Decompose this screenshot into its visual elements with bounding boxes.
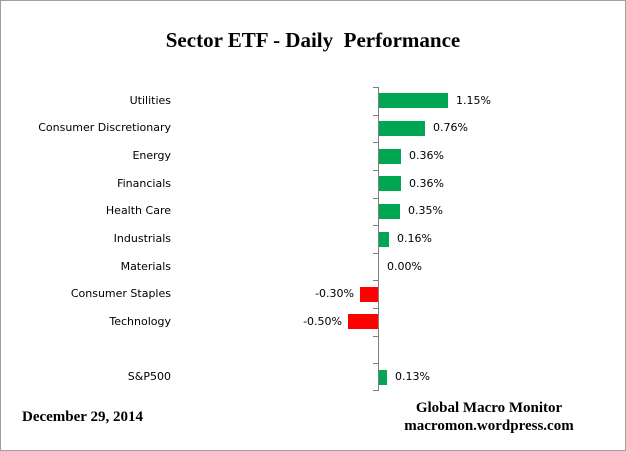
value-label: -0.30% (315, 287, 354, 300)
bar-positive (379, 149, 401, 164)
value-label: 0.36% (409, 177, 444, 190)
plot-area: Utilities 1.15% Consumer Discretionary 0.76… (1, 87, 625, 391)
axis-tick (373, 115, 378, 116)
category-label: Utilities (129, 94, 171, 107)
bar-positive (379, 176, 401, 191)
axis-tick (373, 142, 378, 143)
category-label: Health Care (105, 204, 171, 217)
chart-title: Sector ETF - Daily Performance (165, 28, 461, 52)
category-label: Industrials (113, 232, 171, 245)
value-label: 0.16% (397, 232, 432, 245)
axis-tick (373, 170, 378, 171)
axis-tick (373, 198, 378, 199)
category-label: S&P500 (127, 370, 171, 383)
bar-positive (379, 93, 448, 108)
bar-negative (360, 287, 378, 302)
y-axis-line (378, 87, 379, 391)
category-label: Materials (120, 260, 171, 273)
value-label: 0.13% (395, 370, 430, 383)
footer-date: December 29, 2014 (22, 409, 143, 425)
bar-positive (379, 232, 389, 247)
axis-tick (373, 87, 378, 88)
axis-tick (373, 225, 378, 226)
axis-tick (373, 280, 378, 281)
bar-positive (379, 121, 425, 136)
axis-tick (373, 336, 378, 337)
bar-negative (348, 314, 378, 329)
category-label: Financials (117, 177, 171, 190)
bar-positive (379, 370, 387, 385)
category-label: Consumer Staples (70, 287, 171, 300)
value-label: 0.35% (408, 204, 443, 217)
axis-tick (373, 363, 378, 364)
value-label: 0.36% (409, 149, 444, 162)
value-label: -0.50% (303, 315, 342, 328)
category-label: Energy (132, 149, 171, 162)
footer-source-name: Global Macro Monitor (415, 400, 563, 416)
axis-tick (373, 308, 378, 309)
footer-source: Global Macro Monitor macromon.wordpress.… (389, 399, 589, 435)
axis-tick (373, 253, 378, 254)
value-label: 0.00% (387, 260, 422, 273)
axis-tick (373, 390, 378, 391)
category-label: Consumer Discretionary (38, 121, 171, 134)
bar-positive (379, 204, 400, 219)
value-label: 1.15% (456, 94, 491, 107)
category-label: Technology (109, 315, 171, 328)
footer-source-url: macromon.wordpress.com (404, 418, 574, 434)
value-label: 0.76% (433, 121, 468, 134)
